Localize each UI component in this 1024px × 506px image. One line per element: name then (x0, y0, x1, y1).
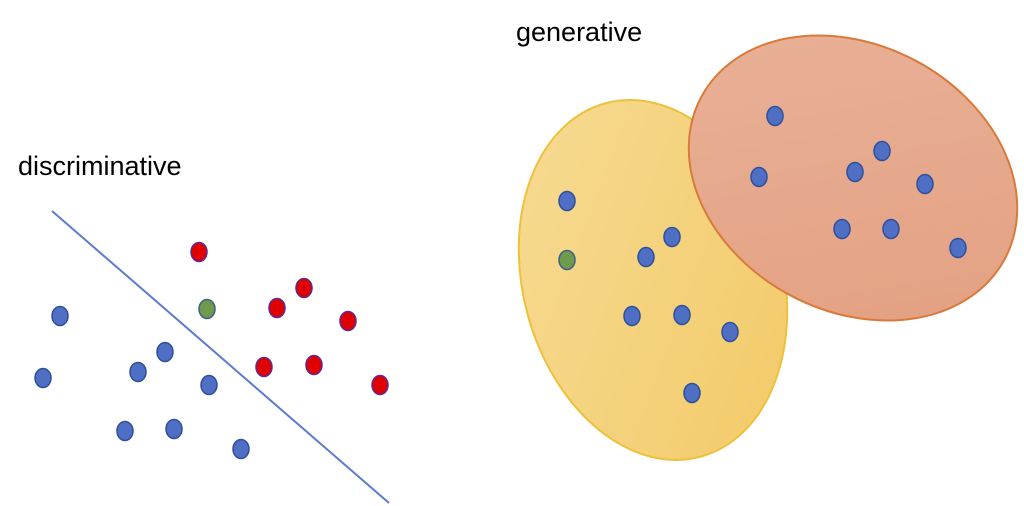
blue-data-point (873, 140, 891, 162)
blue-data-point (721, 321, 739, 343)
blue-data-point (165, 418, 183, 440)
blue-data-point (116, 420, 134, 442)
blue-data-point (129, 361, 147, 383)
green-data-point (558, 249, 576, 271)
red-data-point (295, 277, 313, 299)
blue-data-point (916, 173, 934, 195)
decision-boundary-line (51, 210, 390, 504)
green-data-point (198, 298, 216, 320)
discriminative-section (34, 210, 390, 504)
red-data-point (255, 356, 273, 378)
blue-data-point (750, 166, 768, 188)
blue-data-point (949, 237, 967, 259)
blue-data-point (846, 161, 864, 183)
blue-data-point (683, 382, 701, 404)
blue-data-point (673, 304, 691, 326)
blue-data-point (882, 218, 900, 240)
blue-data-point (156, 341, 174, 363)
blue-data-point (663, 226, 681, 248)
generative-section (517, 34, 1019, 461)
discriminative-label: discriminative (18, 151, 182, 181)
red-data-point (339, 310, 357, 332)
red-data-point (190, 241, 208, 263)
blue-data-point (833, 218, 851, 240)
blue-data-point (623, 305, 641, 327)
blue-data-point (232, 438, 250, 460)
red-data-point (305, 354, 323, 376)
red-data-point (371, 374, 389, 396)
blue-data-point (637, 246, 655, 268)
generative-label: generative (516, 17, 643, 47)
blue-data-point (34, 367, 52, 389)
blue-data-point (200, 374, 218, 396)
red-data-point (268, 297, 286, 319)
blue-data-point (558, 190, 576, 212)
blue-data-point (51, 305, 69, 327)
blue-data-point (766, 105, 784, 127)
